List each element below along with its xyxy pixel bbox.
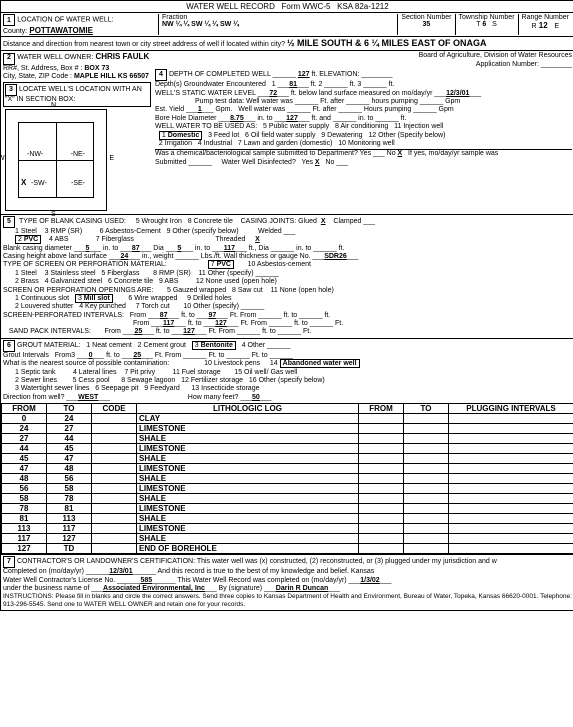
owner-addr[interactable]: BOX 73 — [84, 65, 109, 72]
casing-to2[interactable]: 117 — [224, 245, 235, 252]
casing-pvc[interactable]: PVC — [24, 236, 38, 243]
township-dir: S — [492, 21, 497, 28]
range[interactable]: 12 — [539, 21, 548, 30]
table-row: 2744SHALE — [2, 434, 573, 444]
sand-t[interactable]: 127 — [183, 328, 195, 335]
use-domestic[interactable]: Domestic — [168, 132, 200, 139]
casing-dia2[interactable]: 5 — [177, 245, 181, 252]
sec3-num: 3 — [5, 84, 17, 96]
table-row: 7881LIMESTONE — [2, 504, 573, 514]
table-row: 81113SHALE — [2, 514, 573, 524]
bore-dia[interactable]: 8.75 — [230, 115, 244, 122]
screen-pvc[interactable]: PVC — [217, 261, 231, 268]
table-row: 4856SHALE — [2, 474, 573, 484]
joint-threaded[interactable]: X — [255, 236, 260, 243]
grout-to[interactable]: 25 — [133, 352, 141, 359]
table-row: 4748LIMESTONE — [2, 464, 573, 474]
form-no: Form WWC-5 — [282, 2, 331, 11]
casing-height[interactable]: 24 — [121, 253, 129, 260]
screen-opening[interactable]: Mill slot — [84, 295, 110, 302]
cert-business[interactable]: Associated Environmental, Inc — [103, 585, 205, 592]
table-row: 5658LIMESTONE — [2, 484, 573, 494]
perf-t1[interactable]: 97 — [208, 312, 216, 319]
table-row: 2427LIMESTONE — [2, 424, 573, 434]
table-row: 113117LIMESTONE — [2, 524, 573, 534]
form-title: WATER WELL RECORD — [186, 2, 275, 11]
table-row: 4445LIMESTONE — [2, 444, 573, 454]
contam-dir[interactable]: WEST — [78, 394, 98, 401]
static-date[interactable]: 12/3/01 — [446, 90, 469, 97]
fraction[interactable]: NW ¼ ¼ SW ¼ ¼ SW ¼ — [162, 21, 394, 28]
est-yield[interactable]: 1 — [198, 106, 202, 113]
sec1-num: 1 — [3, 14, 15, 26]
section-diagram[interactable]: N S W E -NW- -NE- -SE- X -SW- — [5, 109, 107, 211]
static-level[interactable]: 72 — [269, 90, 277, 97]
casing-gauge[interactable]: SDR26 — [324, 253, 347, 260]
disinfect-yes[interactable]: X — [315, 159, 320, 166]
owner-city[interactable]: MAPLE HILL KS 66507 — [74, 73, 149, 80]
perf-t2[interactable]: 127 — [215, 320, 227, 327]
cert-sig[interactable]: Darin R Duncan — [276, 585, 329, 592]
depth-completed[interactable]: 127 — [298, 71, 310, 78]
grout-mat[interactable]: Bentonite — [201, 342, 233, 349]
table-row: 117127SHALE — [2, 534, 573, 544]
casing-to[interactable]: 87 — [132, 245, 140, 252]
table-row: 127TDEND OF BOREHOLE — [2, 544, 573, 554]
township[interactable]: 6 — [482, 21, 486, 28]
table-row: 024CLAY — [2, 414, 573, 424]
cert-instr: INSTRUCTIONS: Please fill in blanks and … — [3, 593, 572, 609]
chem-no[interactable]: X — [398, 150, 403, 157]
sand-f[interactable]: 25 — [134, 328, 142, 335]
joint-glued[interactable]: X — [321, 218, 326, 226]
table-row: 4547SHALE — [2, 454, 573, 464]
range-dir: E — [554, 23, 559, 30]
cert-date[interactable]: 12/3/01 — [109, 568, 132, 575]
cert-license[interactable]: 585 — [141, 577, 153, 584]
table-row: 5878SHALE — [2, 494, 573, 504]
cert-recdate[interactable]: 1/3/02 — [360, 577, 379, 584]
grout-from[interactable]: 0 — [89, 352, 93, 359]
casing-dia[interactable]: 5 — [86, 245, 90, 252]
gw-depth[interactable]: 81 — [289, 81, 297, 88]
sec2-num: 2 — [3, 53, 15, 65]
loc-desc[interactable]: ½ MILE SOUTH & 6 ¼ MILES EAST OF ONAGA — [287, 38, 487, 48]
perf-f2[interactable]: 117 — [163, 320, 174, 327]
contam-nearest[interactable]: Abandoned water well — [280, 359, 360, 368]
form-ksa: KSA 82a-1212 — [337, 2, 389, 11]
sec6-num: 6 — [3, 340, 15, 352]
sec7-num: 7 — [3, 556, 15, 568]
bore-to[interactable]: 127 — [286, 115, 298, 122]
contam-feet[interactable]: 50 — [252, 394, 260, 401]
sec5-num: 5 — [3, 216, 15, 228]
county[interactable]: POTTAWATOMIE — [29, 26, 93, 35]
section-no[interactable]: 35 — [401, 21, 451, 28]
perf-f1[interactable]: 87 — [160, 312, 168, 319]
litho-log-table: FROMTOCODELITHOLOGIC LOGFROMTOPLUGGING I… — [1, 403, 573, 554]
owner-name[interactable]: CHRIS FAULK — [95, 52, 149, 61]
sec4-num: 4 — [155, 69, 167, 81]
